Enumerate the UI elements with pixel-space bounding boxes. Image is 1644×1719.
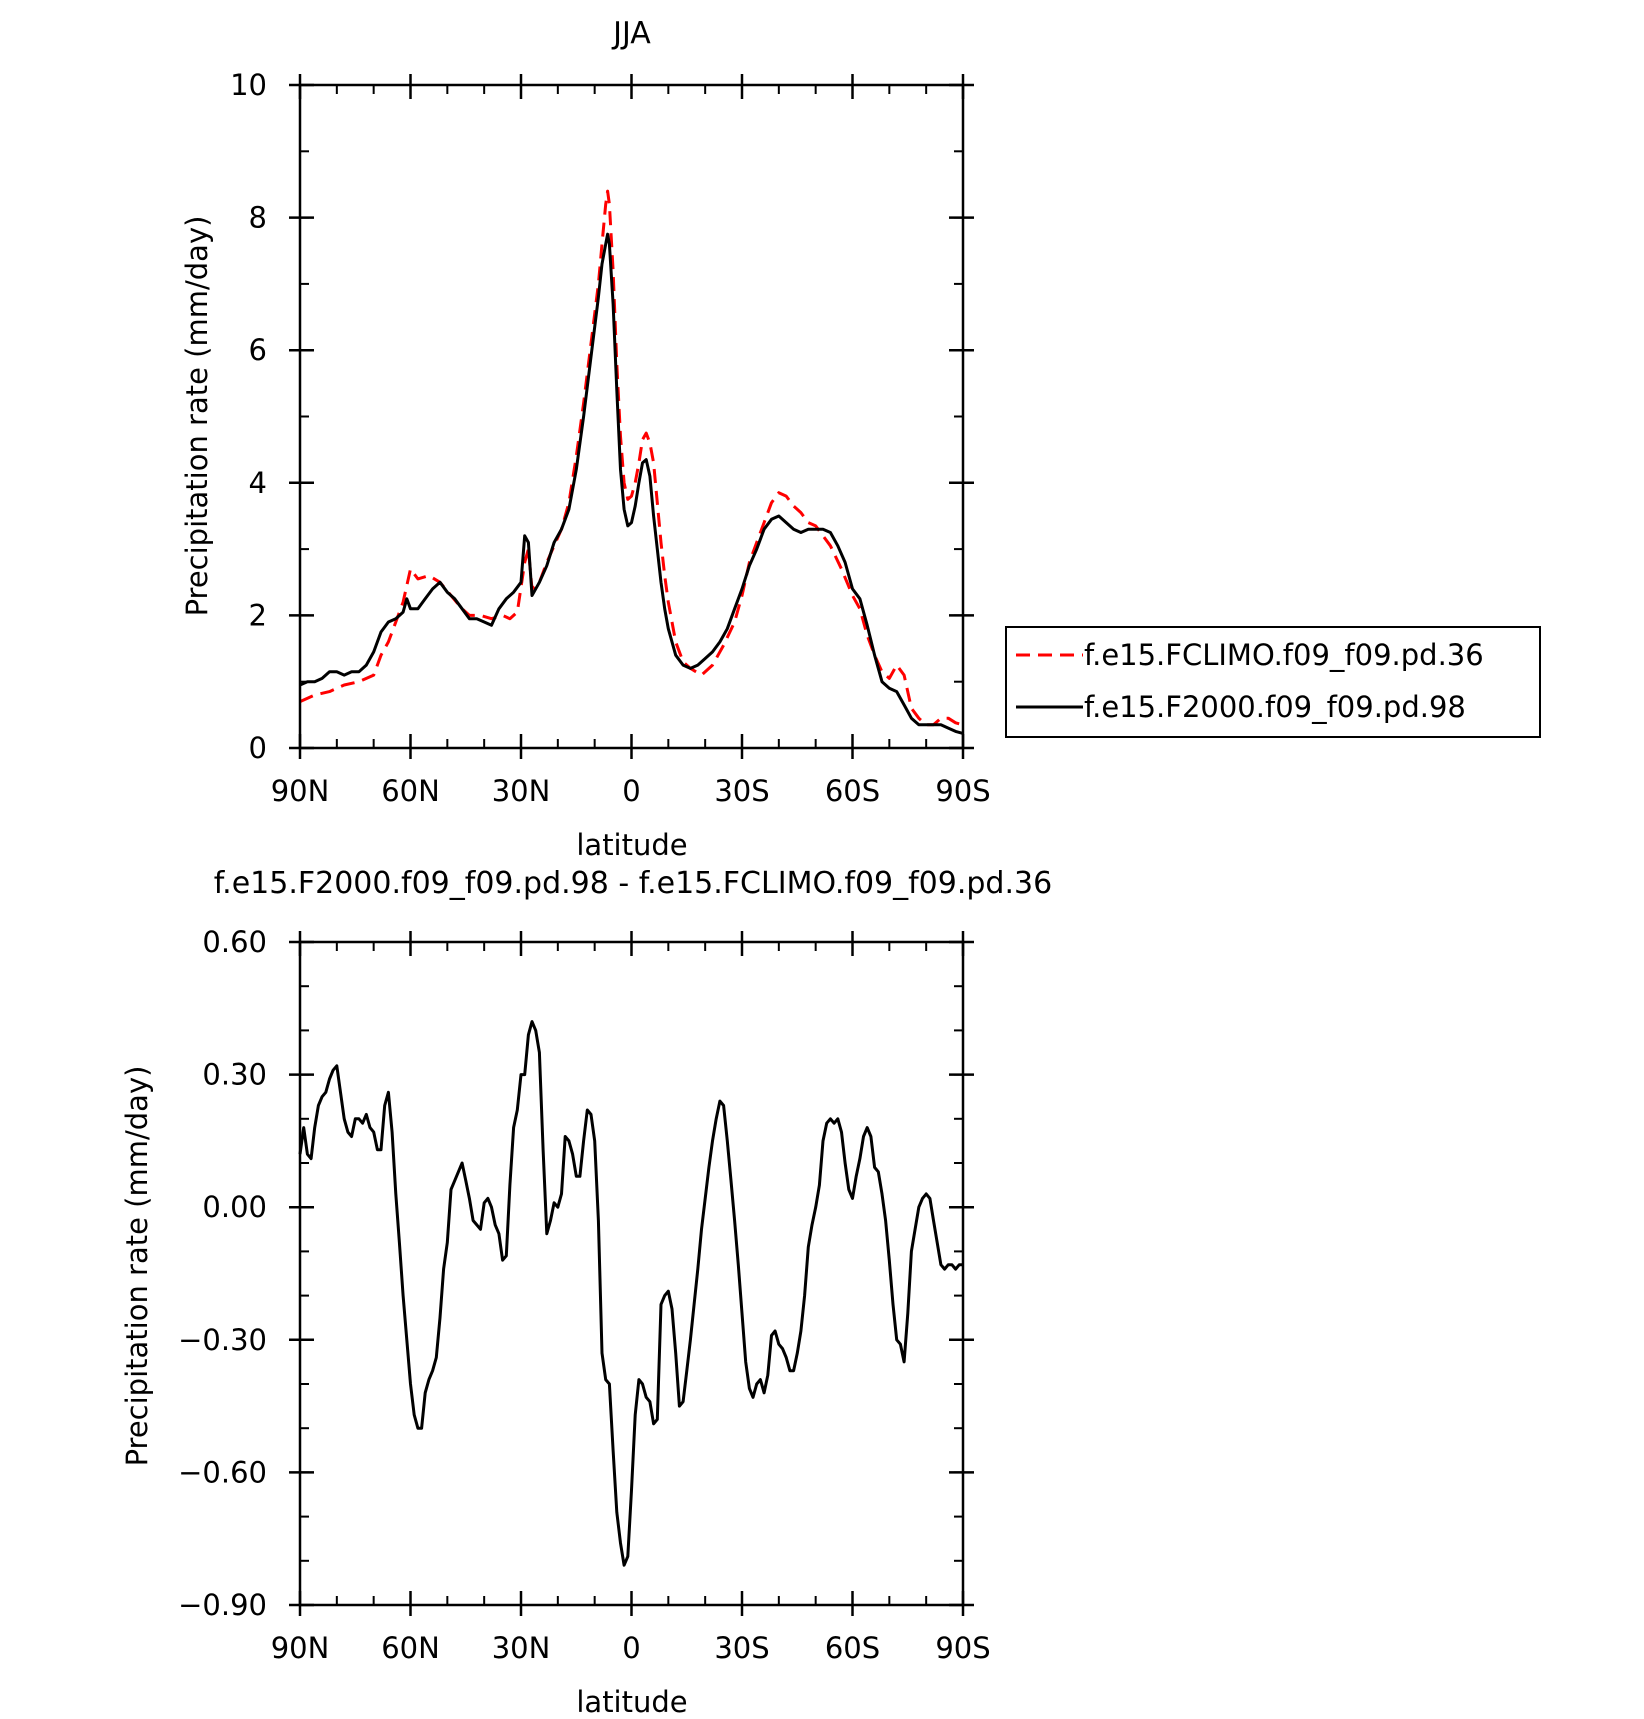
top-chart-y-tick-label: 6 — [249, 333, 267, 367]
top-chart-xlabel: latitude — [576, 828, 687, 862]
top-chart-ylabel: Precipitation rate (mm/day) — [180, 216, 214, 617]
bottom-chart-y-tick-label: 0.30 — [202, 1058, 267, 1092]
bottom-chart-xlabel: latitude — [576, 1685, 687, 1719]
top-chart-x-tick-label: 30S — [714, 774, 769, 808]
top-chart-series-1-line — [299, 189, 964, 727]
top-chart-title: JJA — [611, 16, 651, 51]
legend-label-fclimo: f.e15.FCLIMO.f09_f09.pd.36 — [1084, 638, 1484, 672]
top-chart-y-tick-label: 10 — [230, 68, 267, 102]
top-chart-x-tick-label: 90S — [935, 774, 990, 808]
top-chart-series-2-line — [299, 232, 964, 735]
top-chart-y-tick-label: 2 — [249, 598, 267, 632]
top-chart-x-tick-label: 0 — [622, 774, 640, 808]
legend-box — [1005, 626, 1541, 738]
top-chart-ticks: 90N 60N 30N 0 30S 60S 90S 0 2 4 6 8 10 — [230, 68, 991, 808]
bottom-chart-x-tick-label: 0 — [622, 1631, 640, 1665]
top-chart-x-tick-label: 60S — [825, 774, 880, 808]
legend: f.e15.FCLIMO.f09_f09.pd.36 f.e15.F2000.f… — [1005, 626, 1541, 738]
bottom-chart-title: f.e15.F2000.f09_f09.pd.98 - f.e15.FCLIMO… — [214, 866, 1052, 901]
bottom-chart-x-tick-label: 30N — [492, 1631, 551, 1665]
top-chart-x-tick-label: 60N — [381, 774, 440, 808]
bottom-chart-x-tick-label: 30S — [714, 1631, 769, 1665]
bottom-chart-series — [298, 1020, 963, 1567]
bottom-chart-series-1-line — [298, 1020, 963, 1567]
top-chart-y-tick-label: 4 — [249, 466, 267, 500]
top-chart-x-tick-label: 30N — [492, 774, 551, 808]
top-chart-frame — [298, 83, 965, 750]
bottom-chart-ylabel: Precipitation rate (mm/day) — [120, 1066, 154, 1467]
top-chart-y-tick-label: 0 — [249, 731, 267, 765]
top-chart-y-tick-label: 8 — [249, 201, 267, 235]
bottom-chart: f.e15.F2000.f09_f09.pd.98 - f.e15.FCLIMO… — [120, 866, 1052, 1719]
bottom-chart-ticks: 90N 60N 30N 0 30S 60S 90S −0.90 −0.60 −0.30 0.00 0.… — [178, 925, 991, 1665]
legend-label-f2000: f.e15.F2000.f09_f09.pd.98 — [1084, 690, 1466, 724]
bottom-chart-y-tick-label: 0.60 — [202, 925, 267, 959]
bottom-chart-x-tick-label: 60N — [381, 1631, 440, 1665]
bottom-chart-y-tick-label: 0.00 — [202, 1190, 267, 1224]
bottom-chart-x-tick-label: 60S — [825, 1631, 880, 1665]
bottom-chart-y-tick-label: −0.90 — [178, 1588, 267, 1622]
bottom-chart-x-tick-label: 90S — [935, 1631, 990, 1665]
bottom-chart-y-tick-label: −0.30 — [178, 1323, 267, 1357]
bottom-chart-x-tick-label: 90N — [271, 1631, 330, 1665]
top-chart-x-tick-label: 90N — [271, 774, 330, 808]
bottom-chart-y-tick-label: −0.60 — [178, 1455, 267, 1489]
top-chart-series — [299, 189, 964, 735]
